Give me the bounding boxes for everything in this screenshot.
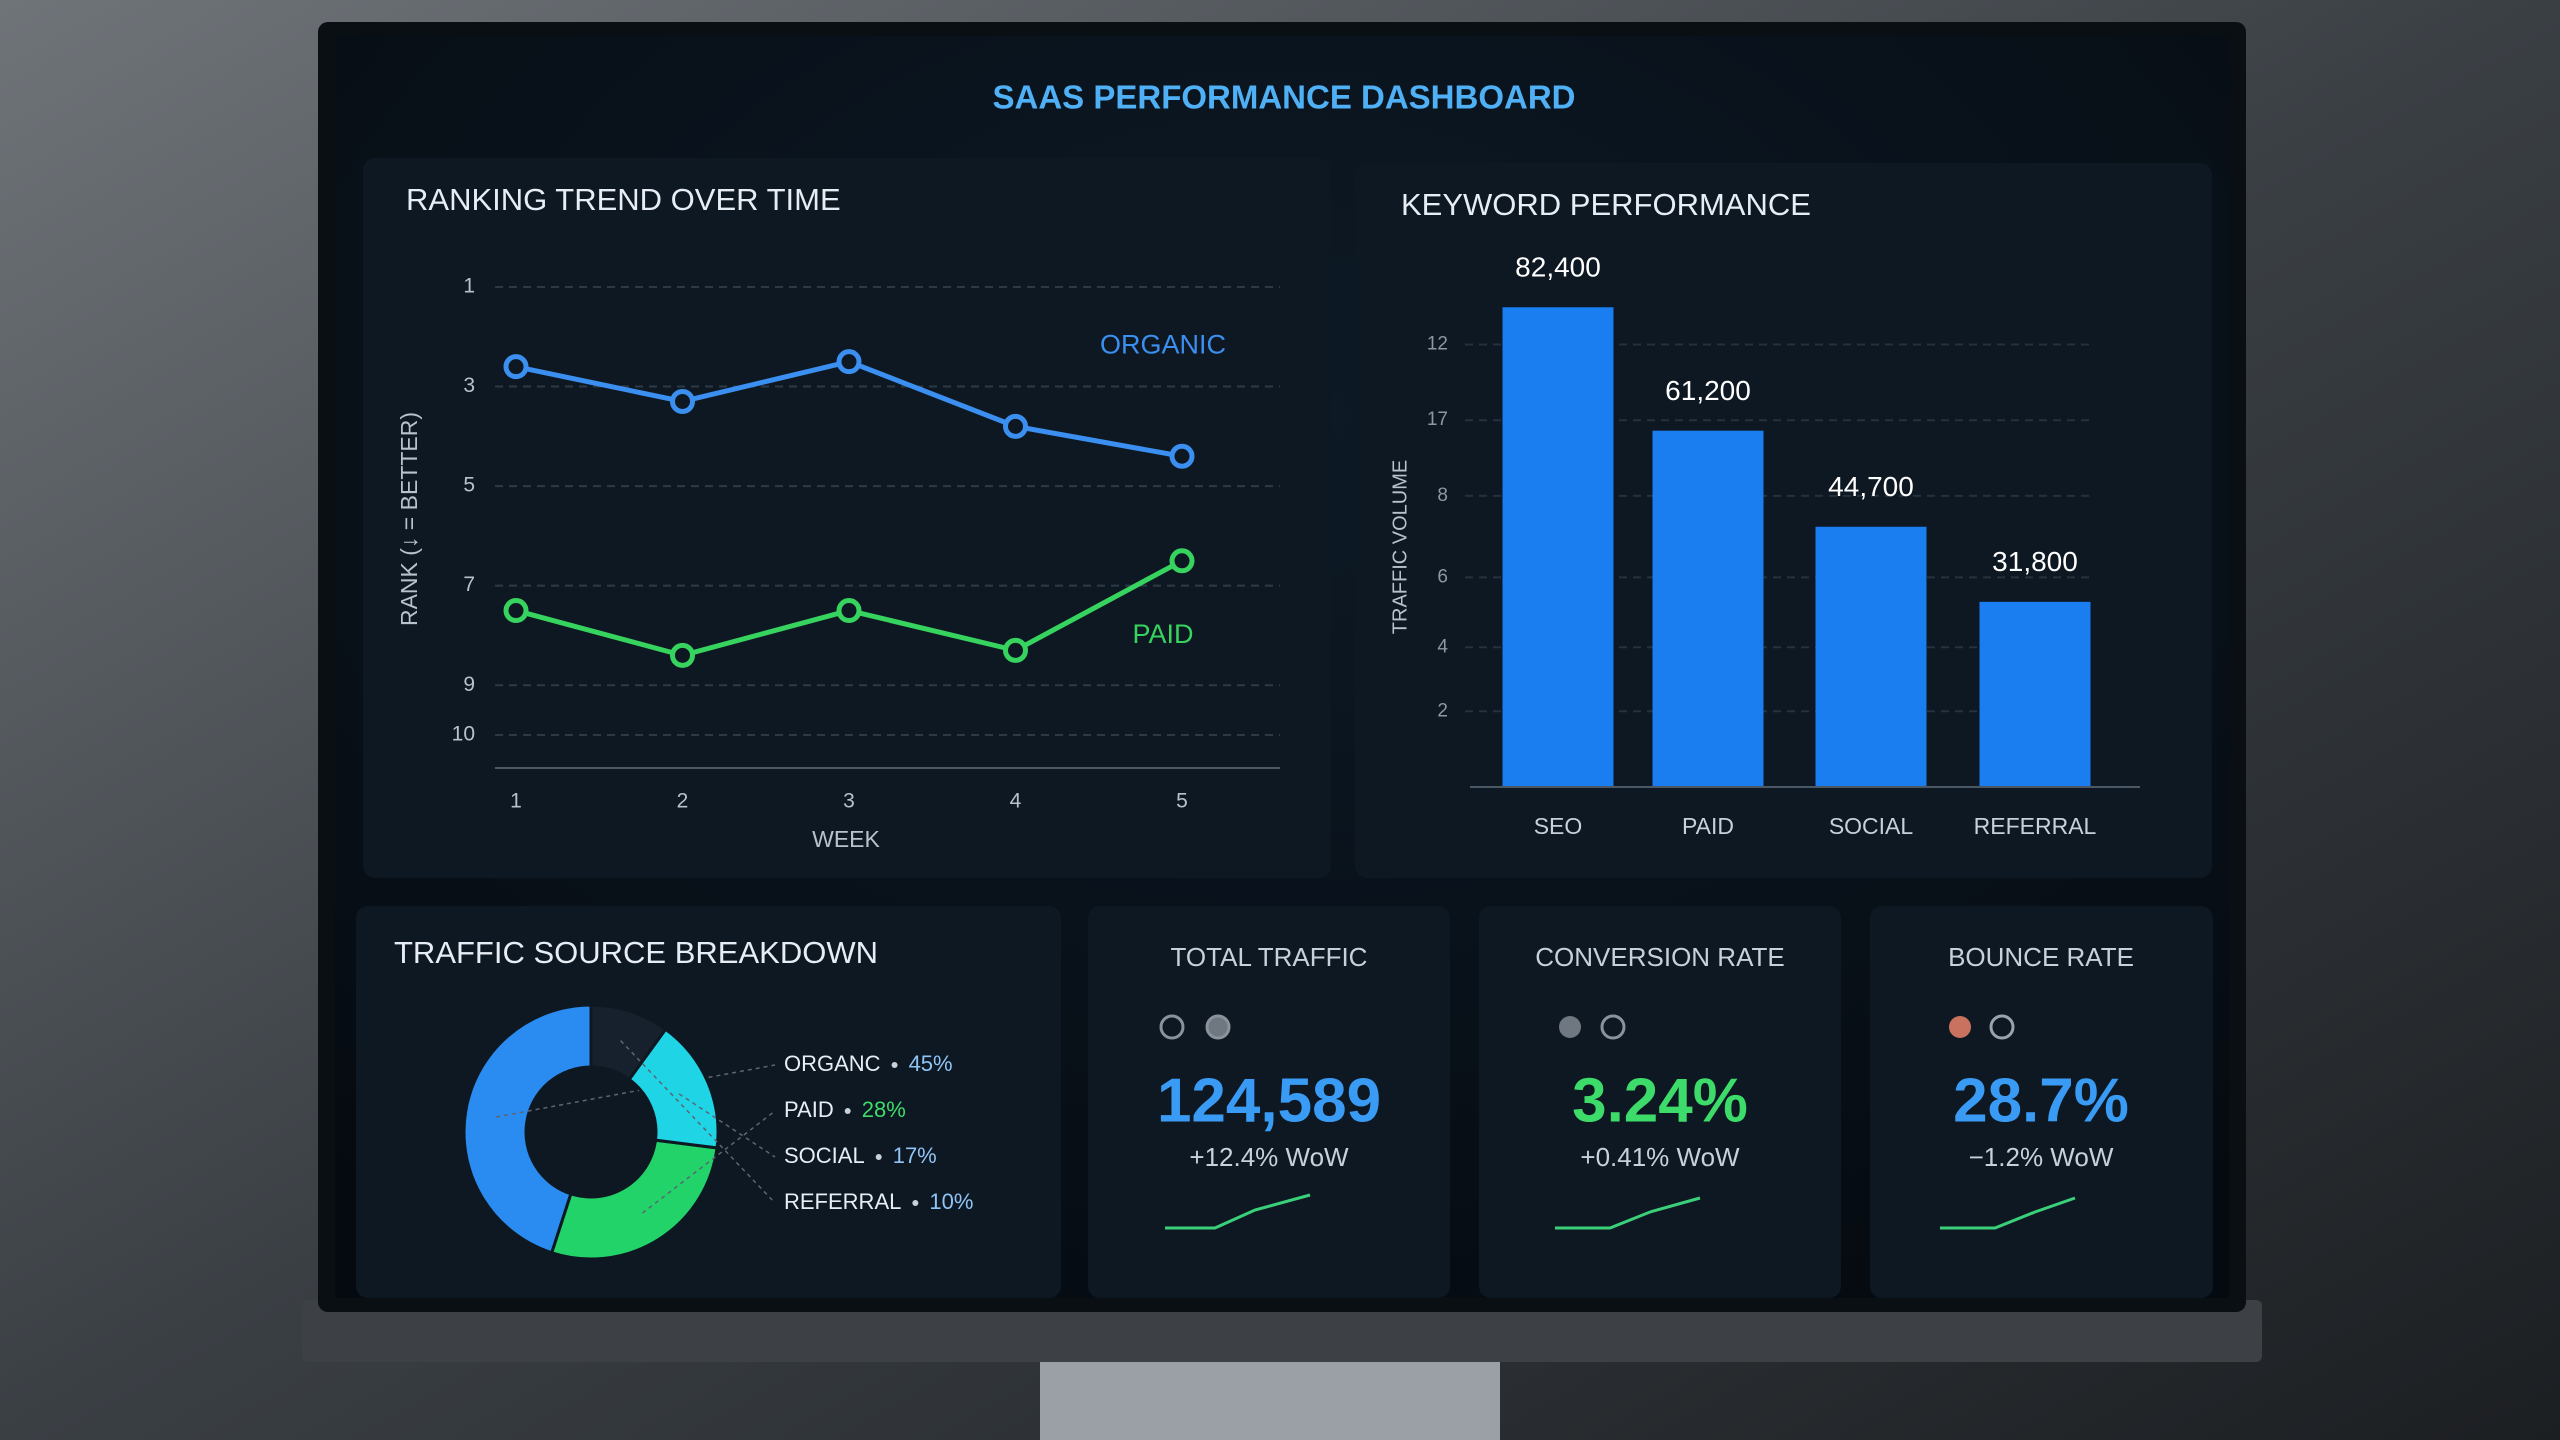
- sparkline: [1165, 1193, 1311, 1230]
- value-label: 44,700: [1828, 471, 1914, 502]
- kpi-change: −1.2% WoW: [1969, 1142, 2114, 1172]
- data-point: [1003, 637, 1028, 663]
- y-tick-label: 3: [463, 374, 475, 397]
- y-tick-label: 10: [452, 723, 475, 746]
- bar: [1815, 526, 1927, 787]
- x-tick-label: 3: [843, 790, 855, 813]
- kpi-value: 3.24%: [1572, 1066, 1748, 1135]
- leader-line: [620, 1040, 776, 1204]
- x-tick-label: 5: [1176, 790, 1188, 813]
- donut-segment: [462, 1003, 593, 1255]
- y-tick-label: 2: [1437, 700, 1448, 721]
- icon: [1989, 1014, 2015, 1040]
- sparkline: [1555, 1196, 1701, 1230]
- leader-line: [678, 1093, 776, 1158]
- icon: [1559, 1016, 1581, 1038]
- series-label: ORGANIC: [1100, 329, 1226, 359]
- data-point: [836, 349, 862, 375]
- bar: [1502, 307, 1614, 787]
- legend-value: 17%: [893, 1143, 937, 1168]
- panel: [1479, 906, 1841, 1298]
- kpi-decor: [1159, 1014, 2076, 1230]
- legend-label: PAID: [784, 1097, 834, 1122]
- bar: [1979, 601, 2091, 787]
- chart-title: TRAFFIC SOURCE BREAKDOWN: [394, 935, 878, 970]
- kpi-title: CONVERSION RATE: [1535, 942, 1784, 972]
- y-tick-label: 17: [1427, 409, 1448, 430]
- data-point: [836, 598, 862, 624]
- y-tick-label: 5: [463, 474, 475, 497]
- legend-label: REFERRAL: [784, 1189, 901, 1214]
- icon: [1159, 1014, 1185, 1040]
- y-tick-label: 12: [1427, 334, 1448, 355]
- chart-title: RANKING TREND OVER TIME: [406, 182, 841, 217]
- y-tick-label: 4: [1437, 636, 1448, 657]
- y-tick-label: 8: [1437, 485, 1448, 506]
- y-tick-label: 7: [463, 573, 475, 596]
- donut-segment: [549, 1138, 719, 1261]
- kpi-title: BOUNCE RATE: [1948, 942, 2134, 972]
- icon: [1949, 1016, 1971, 1038]
- x-tick-label: 1: [510, 790, 522, 813]
- kpi-title: TOTAL TRAFFIC: [1171, 942, 1368, 972]
- y-tick-label: 6: [1437, 566, 1448, 587]
- icon: [1600, 1014, 1626, 1040]
- icon: [1205, 1014, 1231, 1040]
- separator: [844, 1108, 851, 1114]
- bar: [1652, 430, 1764, 787]
- kpi-value: 124,589: [1157, 1066, 1381, 1135]
- x-tick-label: 2: [677, 790, 689, 813]
- monitor-chin: [302, 1300, 2262, 1362]
- x-tick-label: PAID: [1682, 813, 1734, 839]
- data-point: [670, 642, 695, 668]
- x-tick-label: 4: [1010, 790, 1022, 813]
- data-point: [1003, 413, 1028, 439]
- data-point: [670, 388, 695, 414]
- leader-line: [641, 1110, 776, 1214]
- x-tick-label: REFERRAL: [1974, 813, 2097, 839]
- panel: [363, 158, 1331, 878]
- separator: [912, 1200, 919, 1206]
- legend-label: SOCIAL: [784, 1143, 865, 1168]
- sparkline: [1940, 1196, 2076, 1230]
- dashboard-title: SAAS PERFORMANCE DASHBOARD: [992, 79, 1575, 116]
- donut-segment: [589, 1003, 668, 1082]
- kpi-value: 28.7%: [1953, 1066, 2129, 1135]
- x-tick-label: SEO: [1534, 813, 1583, 839]
- separator: [891, 1062, 898, 1068]
- x-tick-label: SOCIAL: [1829, 813, 1914, 839]
- value-label: 31,800: [1992, 546, 2078, 577]
- y-axis-label: TRAFFIC VOLUME: [1389, 460, 1411, 634]
- data-point: [503, 598, 529, 624]
- value-label: 82,400: [1515, 252, 1601, 283]
- series-label: PAID: [1132, 619, 1193, 649]
- legend-value: 28%: [862, 1097, 906, 1122]
- data-point: [503, 354, 529, 380]
- y-tick-label: 1: [463, 275, 475, 298]
- legend-value: 45%: [909, 1051, 953, 1076]
- data-point: [1169, 548, 1195, 574]
- value-label: 61,200: [1665, 375, 1751, 406]
- x-axis-label: WEEK: [812, 826, 880, 852]
- panel: [1088, 906, 1450, 1298]
- kpi-change: +12.4% WoW: [1189, 1142, 1349, 1172]
- legend-label: ORGANC: [784, 1051, 881, 1076]
- panel: [1870, 906, 2213, 1298]
- chart-title: KEYWORD PERFORMANCE: [1401, 187, 1811, 222]
- kpi-change: +0.41% WoW: [1580, 1142, 1740, 1172]
- data-point: [1169, 443, 1195, 469]
- legend-value: 10%: [929, 1189, 973, 1214]
- y-axis-label: RANK (↓ = BETTER): [396, 412, 422, 626]
- separator: [875, 1154, 882, 1160]
- y-tick-label: 9: [463, 673, 475, 696]
